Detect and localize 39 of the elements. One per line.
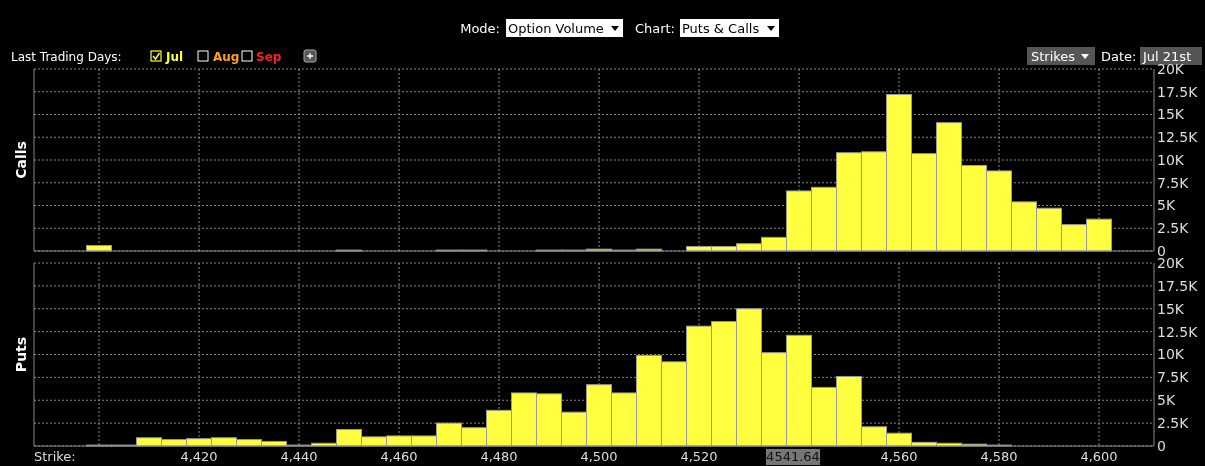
x-tick-label: 4,600 [1080,449,1118,464]
y-tick-label: 10K [1157,346,1185,363]
x-tick-label: 4,420 [180,449,218,464]
x-tick-label: 4,500 [580,449,618,464]
y-tick-label: 2.5K [1157,415,1190,432]
y-tick-label: 17.5K [1157,83,1199,100]
text: Puts & Calls [682,21,760,36]
x-axis-title: Strike: [34,449,76,464]
y-tick-label: 12.5K [1157,323,1199,340]
text: 4541.64 [766,449,820,464]
y-tick-label: 7.5K [1157,174,1190,191]
x-tick-label: 4,580 [980,449,1018,464]
text: Chart: [634,21,675,36]
text: Strikes [1031,49,1076,64]
y-tick-label: 5K [1157,392,1176,409]
y-tick-label: 0 [1157,437,1166,454]
x-tick-label: 4,480 [480,449,518,464]
y-tick-label: 0 [1157,242,1166,259]
y-tick-label: 12.5K [1157,129,1199,146]
text: Last Trading Days: [11,50,122,64]
text: Sep [256,50,282,64]
text: Date: [1101,49,1137,64]
y-axis-title: Calls [13,141,29,179]
y-tick-label: 2.5K [1157,220,1190,237]
x-tick-label: 4,560 [880,449,918,464]
text: Option Volume [508,21,604,36]
text: Jul [165,50,184,64]
text: Aug [213,50,240,64]
y-tick-label: 5K [1157,197,1176,214]
y-tick-label: 15K [1157,106,1185,123]
x-tick-label: 4,460 [380,449,418,464]
x-tick-label: 4,520 [680,449,718,464]
y-tick-label: 7.5K [1157,369,1190,386]
y-axis-title: Puts [13,336,29,373]
x-tick-label: 4,440 [280,449,318,464]
text: Mode: [460,21,500,36]
y-tick-label: 15K [1157,300,1185,317]
y-tick-label: 17.5K [1157,277,1199,294]
y-tick-label: 10K [1157,151,1185,168]
